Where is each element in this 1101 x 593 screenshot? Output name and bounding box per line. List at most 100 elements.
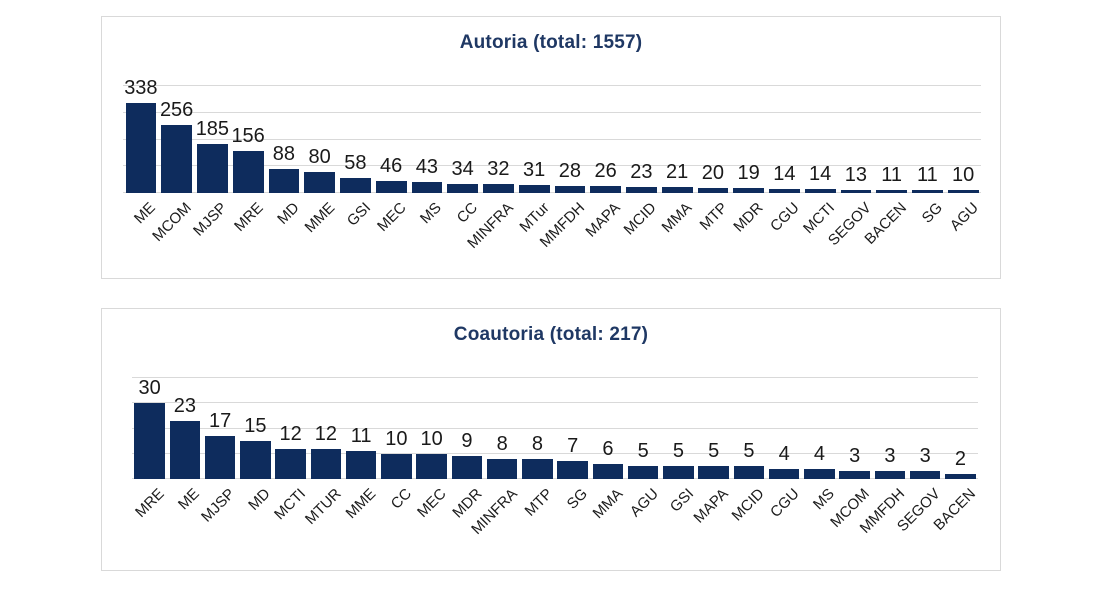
category-label: MTP (521, 485, 556, 520)
bar-slot: 338 ME (123, 78, 159, 228)
gridline (123, 165, 981, 167)
bar-mcti (275, 448, 306, 479)
bar-mma (592, 463, 624, 479)
bar-slot: 4 CGU (767, 378, 803, 521)
bar-cc (447, 183, 478, 193)
bar-mdr (451, 456, 483, 479)
category-label: MDR (730, 199, 767, 236)
bar-slot: 3 MMFDH (857, 378, 908, 536)
chart-panel-autoria: Autoria (total: 1557) 338 ME 256 MCOM 185 MJS… (101, 16, 1001, 279)
bar-slot: 10 MEC (414, 378, 450, 521)
gridline (132, 452, 978, 454)
bar-mcid (733, 466, 765, 479)
bar-mmfdh (554, 185, 586, 193)
gridline (132, 402, 978, 404)
bar-slot: 80 MME (301, 86, 338, 236)
bar-slot: 4 MS (802, 378, 838, 513)
data-label: 13 (844, 163, 867, 186)
data-label: 3 (919, 445, 931, 468)
bar-mcid (626, 186, 657, 193)
bar-slot: 10 AGU (945, 86, 981, 234)
category-label: MMA (658, 199, 696, 237)
category-label: MRE (132, 485, 168, 521)
data-label: 6 (602, 437, 614, 460)
data-label: 7 (567, 435, 579, 458)
category-label: MMA (589, 485, 627, 523)
bar-gsi (663, 466, 694, 479)
category-label: MCID (728, 485, 768, 525)
bar-mcti (804, 189, 836, 193)
plot-area-autoria: 338 ME 256 MCOM 185 MJSP 156 MRE 88 MD 80 MME 58 GSI 4… (123, 78, 981, 252)
data-label: 14 (773, 163, 796, 186)
bar-cc (381, 453, 412, 479)
data-label: 185 (195, 117, 230, 140)
bar-slot: 3 MCOM (827, 378, 873, 530)
bar-slot: 30 MRE (132, 378, 168, 521)
data-label: 88 (272, 143, 295, 166)
bar-mec (416, 453, 447, 479)
data-label: 5 (637, 440, 649, 463)
bar-slot: 6 MMA (589, 378, 626, 522)
bar-agu (947, 190, 979, 193)
bar-cgu (769, 189, 800, 193)
bar-ms (804, 468, 835, 479)
chart-panel-coautoria: Coautoria (total: 217) 30 MRE 23 ME 17 MJSP 15… (101, 308, 1001, 571)
bar-mjsp (204, 436, 236, 479)
bar-mcom (839, 471, 870, 479)
bar-slot: 23 MCID (621, 86, 660, 239)
bar-slot: 256 MCOM (149, 86, 195, 245)
category-label: AGU (946, 199, 982, 235)
data-label: 26 (594, 160, 617, 183)
category-label: MTP (696, 199, 732, 234)
bar-segov (840, 189, 872, 193)
data-label: 4 (813, 442, 825, 465)
bar-slot: 19 MDR (731, 86, 767, 236)
bar-slot: 43 MS (409, 86, 445, 227)
bar-slot: 7 SG (555, 378, 591, 513)
bar-slot: 31 MTur (516, 86, 552, 236)
data-label: 23 (630, 160, 653, 183)
bar-mtur (310, 448, 342, 479)
bar-slot: 17 MJSP (198, 378, 238, 526)
bar-slot: 11 BACEN (861, 86, 910, 248)
data-label: 12 (279, 422, 302, 445)
bar-sg (912, 190, 943, 193)
bar-minfra (486, 458, 518, 479)
bar-slot: 88 MD (266, 86, 302, 228)
bar-slot: 58 GSI (338, 86, 374, 230)
bar-slot: 11 MME (343, 378, 380, 522)
gridline (132, 427, 978, 429)
bars-container: 338 ME 256 MCOM 185 MJSP 156 MRE 88 MD 80 MME 58 GSI 4… (123, 78, 981, 252)
bar-mre (134, 403, 165, 479)
data-label: 5 (743, 440, 755, 463)
category-label: MD (273, 199, 303, 228)
data-label: 9 (461, 430, 473, 453)
chart-title-autoria: Autoria (total: 1557) (459, 32, 643, 53)
category-label: CC (387, 485, 415, 513)
category-label: CC (453, 199, 481, 227)
data-label: 19 (737, 161, 760, 184)
category-label: MCID (620, 199, 660, 239)
bar-slot: 21 MMA (659, 86, 696, 236)
category-label: SG (918, 199, 946, 227)
bar-slot: 32 MINFRA (464, 86, 517, 252)
data-label: 23 (173, 394, 196, 417)
bar-slot: 10 CC (379, 378, 415, 513)
bar-agu (627, 466, 659, 479)
bar-mdr (733, 187, 764, 193)
category-label: ME (131, 199, 160, 228)
category-label: MEC (373, 199, 410, 235)
data-label: 15 (244, 415, 267, 438)
data-label: 3 (884, 445, 896, 468)
category-label: SG (563, 485, 591, 513)
data-label: 31 (523, 158, 546, 181)
bar-sg (557, 461, 588, 479)
bar-slot: 23 ME (167, 378, 203, 513)
bar-mec (375, 180, 407, 193)
data-label: 256 (159, 98, 194, 121)
data-label: 11 (916, 164, 938, 187)
gridline (132, 478, 978, 479)
bar-me (169, 420, 201, 479)
category-label: MD (245, 485, 274, 514)
